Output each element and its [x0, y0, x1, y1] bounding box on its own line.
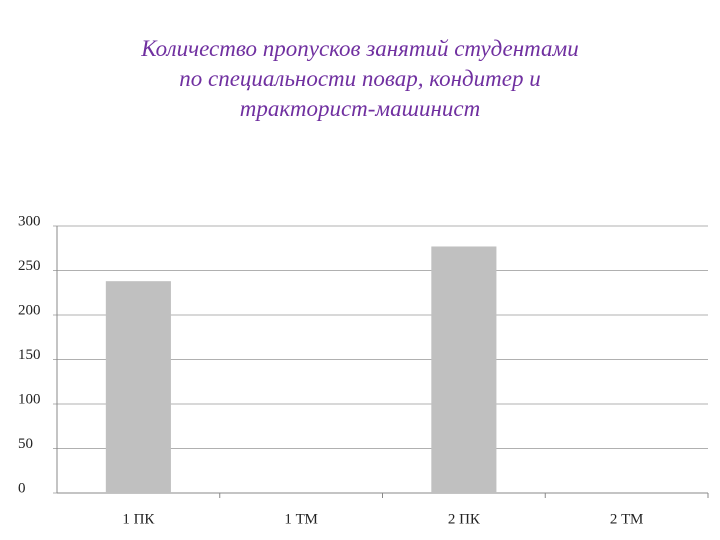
x-tick-label: 2 ТМ: [610, 511, 644, 527]
x-tick-label: 1 ТМ: [284, 511, 318, 527]
y-tick-label: 250: [18, 258, 41, 274]
y-tick-label: 200: [18, 302, 41, 318]
x-tick-label: 2 ПК: [448, 511, 481, 527]
chart-title: Количество пропусков занятий студентами …: [141, 36, 579, 121]
bar: [431, 246, 497, 493]
y-tick-label: 150: [18, 347, 41, 363]
x-tick-label: 1 ПК: [122, 511, 155, 527]
y-tick-label: 100: [18, 391, 41, 407]
y-tick-label: 300: [18, 213, 41, 229]
y-tick-label: 0: [18, 480, 26, 496]
bar: [105, 281, 171, 493]
y-tick-label: 50: [18, 436, 33, 452]
